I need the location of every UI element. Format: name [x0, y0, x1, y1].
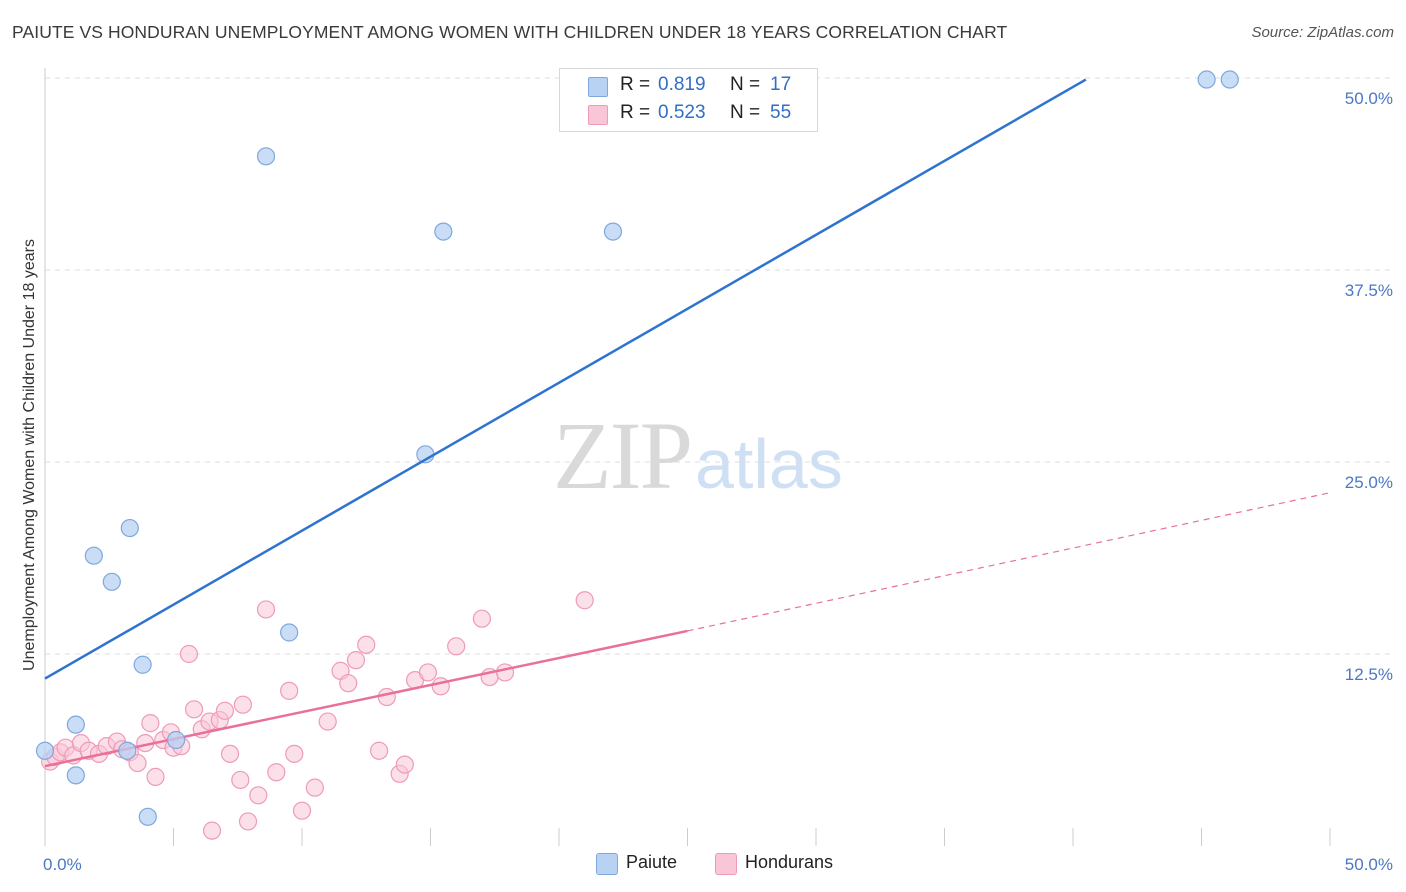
- hondurans-point: [339, 674, 358, 693]
- paiute-r-value: 0.819: [658, 74, 706, 95]
- paiute-point: [120, 518, 139, 538]
- hondurans-point: [305, 778, 324, 797]
- paiute-point: [84, 546, 103, 565]
- paiute-point: [118, 741, 137, 760]
- y-tick-label: 50.0%: [1345, 89, 1393, 108]
- hondurans-point: [292, 801, 312, 820]
- x-tick-label: 0.0%: [43, 855, 82, 874]
- x-tick-label: 50.0%: [1345, 855, 1393, 874]
- hondurans-n-label: N =: [730, 102, 761, 123]
- hondurans-point: [249, 786, 268, 805]
- hondurans-point: [128, 753, 147, 773]
- hondurans-point: [447, 637, 466, 656]
- hondurans-point: [370, 741, 389, 760]
- hondurans-trendline-extension: [687, 492, 1331, 632]
- hondurans-point: [215, 701, 234, 720]
- hondurans-r-label: R =: [620, 102, 651, 123]
- source-label: Source: ZipAtlas.com: [1251, 24, 1394, 41]
- paiute-point: [102, 572, 121, 591]
- hondurans-point: [418, 663, 438, 682]
- hondurans-point: [280, 681, 299, 700]
- paiute-point: [1220, 70, 1239, 89]
- hondurans-r-value: 0.523: [658, 102, 706, 123]
- paiute-n-value: 17: [770, 74, 792, 95]
- paiute-swatch: [588, 77, 608, 97]
- hondurans-point: [346, 651, 366, 670]
- paiute-trendline: [44, 78, 1087, 680]
- paiute-n-label: N =: [730, 74, 761, 95]
- paiute-point: [133, 655, 152, 674]
- hondurans-point: [267, 763, 286, 782]
- hondurans-point: [472, 609, 491, 628]
- hondurans-point: [495, 663, 515, 682]
- hondurans-point: [256, 600, 276, 619]
- hondurans-point: [431, 677, 450, 696]
- hondurans-point: [231, 770, 250, 790]
- paiute-point: [35, 741, 55, 760]
- paiute-point: [603, 222, 623, 241]
- bottom-paiute-swatch: [596, 853, 618, 875]
- paiute-point: [138, 807, 157, 826]
- paiute-r-label: R =: [620, 74, 651, 95]
- hondurans-n-value: 55: [770, 102, 792, 123]
- paiute-point: [256, 147, 276, 166]
- y-tick-label: 25.0%: [1345, 473, 1393, 492]
- watermark: ZIPatlas: [553, 400, 843, 511]
- hondurans-point: [285, 744, 304, 763]
- paiute-point: [66, 715, 85, 734]
- paiute-point: [434, 222, 453, 241]
- hondurans-point: [318, 712, 337, 731]
- correlation-legend: R = 0.819 N = 17 R = 0.523 N = 55: [559, 68, 818, 132]
- paiute-point: [166, 730, 186, 750]
- hondurans-trendline: [44, 629, 688, 768]
- hondurans-point: [377, 687, 396, 707]
- hondurans-swatch: [588, 105, 608, 125]
- y-tick-label: 12.5%: [1345, 665, 1393, 684]
- hondurans-point: [146, 767, 165, 786]
- watermark-atlas: atlas: [695, 425, 843, 503]
- hondurans-point: [141, 714, 160, 733]
- chart-title: PAIUTE VS HONDURAN UNEMPLOYMENT AMONG WO…: [12, 22, 1008, 42]
- watermark-zip: ZIP: [553, 402, 693, 509]
- paiute-point: [66, 766, 85, 785]
- hondurans-point: [395, 755, 414, 774]
- hondurans-point: [357, 635, 376, 654]
- hondurans-point: [238, 812, 258, 831]
- hondurans-point: [233, 695, 252, 714]
- bottom-paiute-label: Paiute: [626, 852, 678, 872]
- bottom-hondurans-swatch: [715, 853, 737, 875]
- bottom-hondurans-label: Hondurans: [745, 852, 834, 872]
- paiute-point: [280, 623, 299, 642]
- hondurans-point: [179, 644, 199, 664]
- hondurans-point: [575, 591, 594, 610]
- paiute-point: [1197, 70, 1216, 89]
- hondurans-point: [202, 821, 222, 840]
- hondurans-point: [220, 744, 240, 763]
- y-tick-label: 37.5%: [1345, 281, 1393, 300]
- hondurans-point: [184, 700, 204, 719]
